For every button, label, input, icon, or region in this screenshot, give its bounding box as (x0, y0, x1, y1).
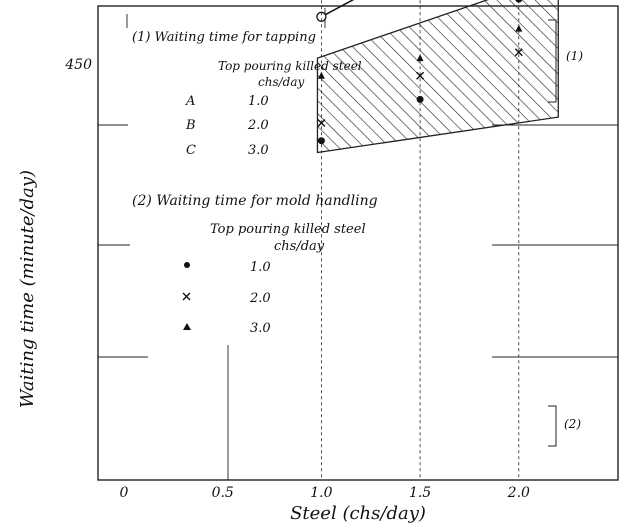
legend-mold-triangle-marker (183, 323, 191, 330)
x-tick-label-1: 0.5 (212, 485, 234, 501)
legend-mold-handling: (2) Waiting time for mold handling Top p… (132, 193, 378, 336)
legend-tapping-heading: (1) Waiting time for tapping (132, 30, 316, 45)
mold-handling-band (316, 0, 559, 154)
data-point-mold_handling-4-1 (416, 71, 425, 80)
x-tick-label-2: 1.0 (310, 485, 332, 501)
legend-mold-heading: (2) Waiting time for mold handling (132, 193, 378, 209)
data-point-mold_handling-4-2 (514, 48, 523, 57)
bracket-label-1: (1) (566, 49, 583, 63)
x-axis-title: Steel (chs/day) (290, 503, 426, 524)
legend-tapping-subheading: Top pouring killed steel (218, 59, 362, 73)
y-tick-label-0: 450 (64, 57, 92, 73)
bracket-tapping: (1) (548, 19, 583, 103)
legend-mold-cross-marker (182, 292, 191, 301)
legend-tapping-key-b: B (185, 118, 196, 133)
legend-tapping: (1) Waiting time for tapping Top pouring… (132, 30, 362, 158)
legend-tapping-key-c: C (186, 143, 196, 158)
bracket-mold: (2) (548, 405, 581, 447)
legend-tapping-value-a: 1.0 (248, 94, 269, 109)
legend-mold-dot-marker (184, 262, 190, 268)
data-point-mold_handling-3-1 (416, 95, 424, 103)
x-tick-label-4: 2.0 (507, 485, 530, 501)
plot-frame (97, 5, 619, 481)
x-tick-label-3: 1.5 (409, 485, 431, 501)
x-tick-label-0: 0 (120, 485, 129, 501)
legend-mold-value-2: 2.0 (249, 291, 271, 306)
data-point-mold_handling-5-1 (416, 54, 424, 62)
data-point-mold_handling-5-0 (317, 71, 325, 79)
plot-dividers (98, 8, 618, 480)
y-axis-title: Waiting time (minute/day) (17, 170, 38, 408)
legend-mold-value-3: 3.0 (250, 321, 271, 336)
legend-mold-subheading: Top pouring killed steel (210, 222, 366, 237)
legend-tapping-value-b: 2.0 (247, 118, 269, 133)
legend-tapping-value-c: 3.0 (248, 143, 269, 158)
legend-tapping-unit: chs/day (258, 75, 304, 89)
legend-tapping-key-a: A (185, 94, 195, 109)
data-point-mold_handling-5-2 (515, 24, 523, 32)
legend-mold-value-1: 1.0 (250, 260, 271, 275)
legend-mold-unit: chs/day (274, 239, 325, 254)
bracket-label-2: (2) (564, 417, 581, 431)
